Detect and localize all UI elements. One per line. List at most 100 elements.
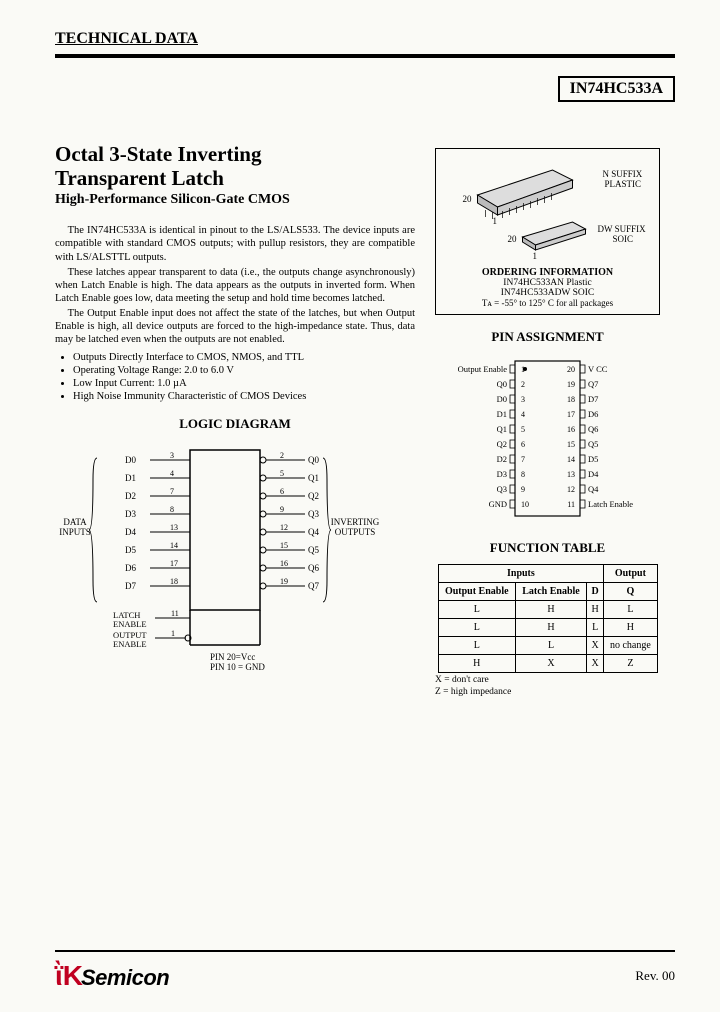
svg-text:3: 3 [170, 451, 174, 460]
svg-text:D4: D4 [125, 527, 136, 537]
svg-text:OUTPUTS: OUTPUTS [335, 527, 376, 537]
svg-text:14: 14 [567, 455, 575, 464]
svg-text:DW SUFFIX: DW SUFFIX [598, 224, 647, 234]
ordering-line: IN74HC533ADW SOIC [442, 288, 653, 298]
svg-text:7: 7 [170, 487, 174, 496]
footer-rule [55, 950, 675, 952]
svg-text:1: 1 [533, 251, 538, 260]
para-3: The Output Enable input does not affect … [55, 307, 415, 346]
title-line-2: Transparent Latch [55, 166, 224, 190]
th-oe: Output Enable [438, 583, 516, 601]
svg-text:1: 1 [493, 216, 498, 226]
doc-header: TECHNICAL DATA [55, 30, 675, 48]
svg-text:9: 9 [521, 485, 525, 494]
subtitle: High-Performance Silicon-Gate CMOS [55, 192, 415, 208]
svg-text:17: 17 [567, 410, 575, 419]
svg-text:Q6: Q6 [308, 563, 319, 573]
svg-text:20: 20 [508, 234, 518, 244]
svg-text:7: 7 [521, 455, 525, 464]
feature-list: Outputs Directly Interface to CMOS, NMOS… [73, 352, 415, 402]
svg-text:13: 13 [170, 523, 178, 532]
th-output: Output [604, 565, 657, 583]
svg-text:D2: D2 [497, 454, 507, 464]
svg-text:1: 1 [521, 365, 525, 374]
function-table: Inputs Output Output Enable Latch Enable… [438, 564, 658, 673]
table-row: LHLH [438, 619, 657, 637]
svg-text:Output Enable: Output Enable [458, 364, 508, 374]
para-1: The IN74HC533A is identical in pinout to… [55, 224, 415, 263]
svg-text:Q7: Q7 [588, 379, 598, 389]
svg-text:D5: D5 [588, 454, 598, 464]
svg-text:18: 18 [567, 395, 575, 404]
function-table-title: FUNCTION TABLE [435, 540, 660, 556]
revision: Rev. 00 [635, 968, 675, 984]
svg-text:D3: D3 [125, 509, 136, 519]
svg-text:PLASTIC: PLASTIC [605, 179, 642, 189]
table-cell: H [604, 619, 657, 637]
pin-assignment-title: PIN ASSIGNMENT [435, 329, 660, 345]
table-note: Z = high impedance [435, 687, 660, 697]
svg-text:Q2: Q2 [308, 491, 319, 501]
svg-text:15: 15 [280, 541, 288, 550]
svg-text:5: 5 [280, 469, 284, 478]
svg-text:INVERTING: INVERTING [331, 517, 380, 527]
table-cell: X [516, 655, 587, 673]
svg-text:13: 13 [567, 470, 575, 479]
svg-text:Q2: Q2 [497, 439, 507, 449]
package-box: 20 1 N SUFFIX PLASTIC 20 1 DW SUFFIX SOI… [435, 148, 660, 315]
table-cell: H [586, 601, 603, 619]
svg-text:20: 20 [567, 365, 575, 374]
svg-text:3: 3 [521, 395, 525, 404]
svg-text:Q6: Q6 [588, 424, 598, 434]
svg-text:INPUTS: INPUTS [59, 527, 91, 537]
logic-diagram: DATA INPUTS INVERTING OUTPUTS D03D14D27D… [55, 440, 405, 670]
th-q: Q [604, 583, 657, 601]
pin-assignment-diagram: Output Enable120V CCQ0219Q7D0318D7D1417D… [435, 353, 660, 523]
svg-text:Q4: Q4 [308, 527, 319, 537]
svg-text:14: 14 [170, 541, 178, 550]
svg-text:2: 2 [280, 451, 284, 460]
feature-item: High Noise Immunity Characteristic of CM… [73, 391, 415, 402]
table-cell: Z [604, 655, 657, 673]
svg-text:1: 1 [171, 629, 175, 638]
table-cell: L [438, 601, 516, 619]
table-cell: L [438, 637, 516, 655]
title-line-1: Octal 3-State Inverting [55, 142, 261, 166]
svg-text:PIN 20=Vcc: PIN 20=Vcc [210, 652, 255, 662]
svg-text:PIN 10 = GND: PIN 10 = GND [210, 662, 265, 670]
svg-text:GND: GND [489, 499, 507, 509]
svg-text:D2: D2 [125, 491, 136, 501]
svg-text:19: 19 [567, 380, 575, 389]
svg-text:6: 6 [521, 440, 525, 449]
svg-text:D4: D4 [588, 469, 599, 479]
svg-text:D7: D7 [588, 394, 598, 404]
svg-text:V CC: V CC [588, 364, 608, 374]
svg-text:5: 5 [521, 425, 525, 434]
svg-text:4: 4 [521, 410, 525, 419]
svg-text:15: 15 [567, 440, 575, 449]
svg-text:18: 18 [170, 577, 178, 586]
svg-text:Q3: Q3 [308, 509, 319, 519]
svg-text:Q1: Q1 [308, 473, 319, 483]
table-row: LHHL [438, 601, 657, 619]
table-cell: H [438, 655, 516, 673]
feature-item: Operating Voltage Range: 2.0 to 6.0 V [73, 365, 415, 376]
logo: ῒK Semicon [55, 960, 169, 992]
svg-text:Q1: Q1 [497, 424, 507, 434]
table-cell: L [438, 619, 516, 637]
table-cell: L [604, 601, 657, 619]
logo-icon: ῒK [55, 960, 83, 992]
svg-text:D0: D0 [125, 455, 136, 465]
table-cell: H [516, 619, 587, 637]
table-cell: X [586, 637, 603, 655]
svg-text:Q4: Q4 [588, 484, 599, 494]
package-drawings: 20 1 N SUFFIX PLASTIC 20 1 DW SUFFIX SOI… [442, 155, 653, 260]
svg-text:D0: D0 [497, 394, 507, 404]
svg-text:Q7: Q7 [308, 581, 319, 591]
svg-text:D5: D5 [125, 545, 136, 555]
svg-text:2: 2 [521, 380, 525, 389]
feature-item: Outputs Directly Interface to CMOS, NMOS… [73, 352, 415, 363]
th-le: Latch Enable [516, 583, 587, 601]
svg-text:19: 19 [280, 577, 288, 586]
ordering-line: IN74HC533AN Plastic [442, 278, 653, 288]
